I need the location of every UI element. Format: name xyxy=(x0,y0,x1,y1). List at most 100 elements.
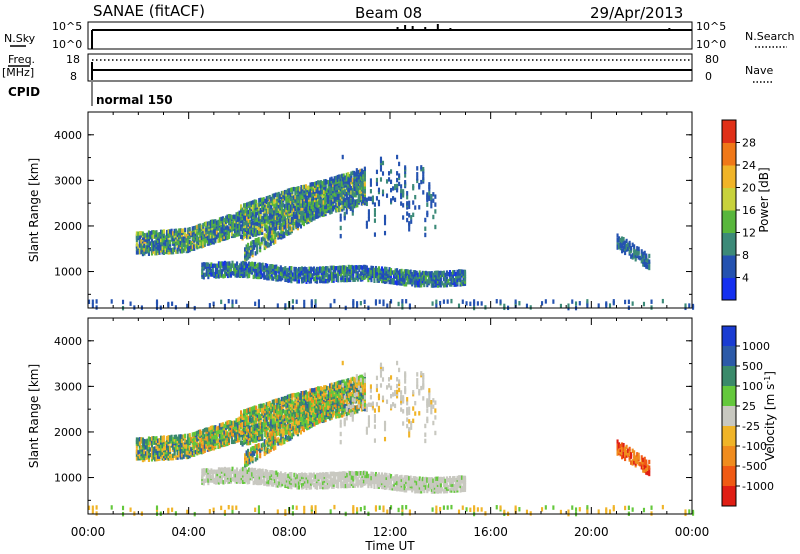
power-echo xyxy=(280,199,283,204)
power-echo xyxy=(365,267,368,273)
power-echo xyxy=(622,247,625,253)
power-echo xyxy=(274,219,277,224)
power-echo xyxy=(240,208,243,213)
power-echo xyxy=(394,183,397,189)
velocity-echo xyxy=(292,415,295,421)
power-echo xyxy=(240,212,243,217)
velocity-echo xyxy=(150,450,154,455)
power-echo xyxy=(146,243,149,248)
power-echo xyxy=(324,201,327,206)
power-echo xyxy=(281,275,284,281)
power-echo xyxy=(204,262,207,267)
power-echo xyxy=(376,270,379,275)
power-echo xyxy=(275,268,278,274)
power-echo xyxy=(300,199,303,204)
power-echo xyxy=(140,241,143,246)
power-echo xyxy=(633,254,636,259)
power-echo xyxy=(365,273,368,278)
power-echo xyxy=(262,197,265,202)
velocity-echo xyxy=(197,429,200,435)
power-echo xyxy=(203,228,206,233)
power-echo xyxy=(339,225,342,231)
power-echo xyxy=(243,261,246,266)
velocity-echo xyxy=(321,389,324,394)
power-echo xyxy=(401,299,404,304)
power-echo xyxy=(350,193,353,199)
velocity-echo xyxy=(307,391,311,396)
velocity-echo xyxy=(144,443,147,448)
power-echo xyxy=(245,244,248,249)
power-echo xyxy=(321,198,324,203)
velocity-echo xyxy=(338,380,341,385)
power-echo xyxy=(221,222,224,227)
power-echo xyxy=(303,273,307,278)
power-echo xyxy=(359,168,362,174)
power-echo xyxy=(387,177,391,182)
power-echo xyxy=(199,235,202,241)
power-echo xyxy=(279,204,282,209)
power-echo xyxy=(390,187,393,193)
velocity-echo xyxy=(179,444,182,450)
power-echo xyxy=(263,271,266,277)
power-echo xyxy=(298,214,301,219)
cpid-label: CPID xyxy=(8,85,40,99)
velocity-echo xyxy=(181,455,184,460)
velocity-echo xyxy=(255,438,258,443)
power-echo xyxy=(347,271,350,277)
power-echo xyxy=(247,253,250,259)
power-echo xyxy=(408,213,411,218)
power-echo xyxy=(348,174,351,179)
velocity-echo xyxy=(187,443,190,449)
velocity-echo xyxy=(162,456,166,461)
power-echo xyxy=(156,238,160,244)
power-echo xyxy=(235,216,238,221)
power-echo xyxy=(232,214,235,219)
velocity-echo xyxy=(156,454,160,459)
power-echo xyxy=(359,193,362,199)
power-echo xyxy=(281,232,284,237)
power-echo xyxy=(241,234,244,240)
power-echo xyxy=(435,281,438,286)
power-echo xyxy=(172,231,175,236)
power-echo xyxy=(243,263,246,269)
power-echo xyxy=(375,177,379,183)
velocity-echo xyxy=(303,390,306,396)
velocity-echo xyxy=(226,431,229,436)
power-echo xyxy=(370,265,373,271)
power-echo xyxy=(237,265,240,270)
power-echo xyxy=(325,204,328,210)
velocity-echo xyxy=(344,403,347,409)
power-echo xyxy=(309,186,312,192)
velocity-echo xyxy=(205,444,208,449)
power-echo xyxy=(223,303,227,309)
power-echo xyxy=(349,198,352,204)
velocity-echo xyxy=(173,447,176,452)
power-echo xyxy=(271,196,274,201)
power-echo xyxy=(258,229,261,234)
velocity-echo xyxy=(255,426,258,431)
power-echo xyxy=(313,216,316,221)
power-echo xyxy=(320,180,323,185)
power-echo xyxy=(223,263,227,268)
power-echo xyxy=(227,230,231,236)
power-echo xyxy=(150,244,154,249)
power-echo xyxy=(309,273,313,278)
power-echo xyxy=(295,299,298,304)
velocity-echo xyxy=(283,412,286,417)
power-echo xyxy=(187,227,190,233)
power-echo xyxy=(261,216,264,221)
power-echo xyxy=(434,224,437,230)
power-echo xyxy=(244,220,247,226)
power-echo xyxy=(254,301,257,306)
power-echo xyxy=(310,207,313,212)
power-echo xyxy=(446,299,449,304)
power-echo xyxy=(254,243,257,248)
velocity-echo xyxy=(341,413,344,418)
power-echo xyxy=(223,217,226,223)
velocity-echo xyxy=(214,428,217,434)
velocity-echo xyxy=(212,439,215,445)
velocity-echo xyxy=(243,438,246,443)
power-echo xyxy=(219,273,222,278)
power-echo xyxy=(630,248,633,253)
